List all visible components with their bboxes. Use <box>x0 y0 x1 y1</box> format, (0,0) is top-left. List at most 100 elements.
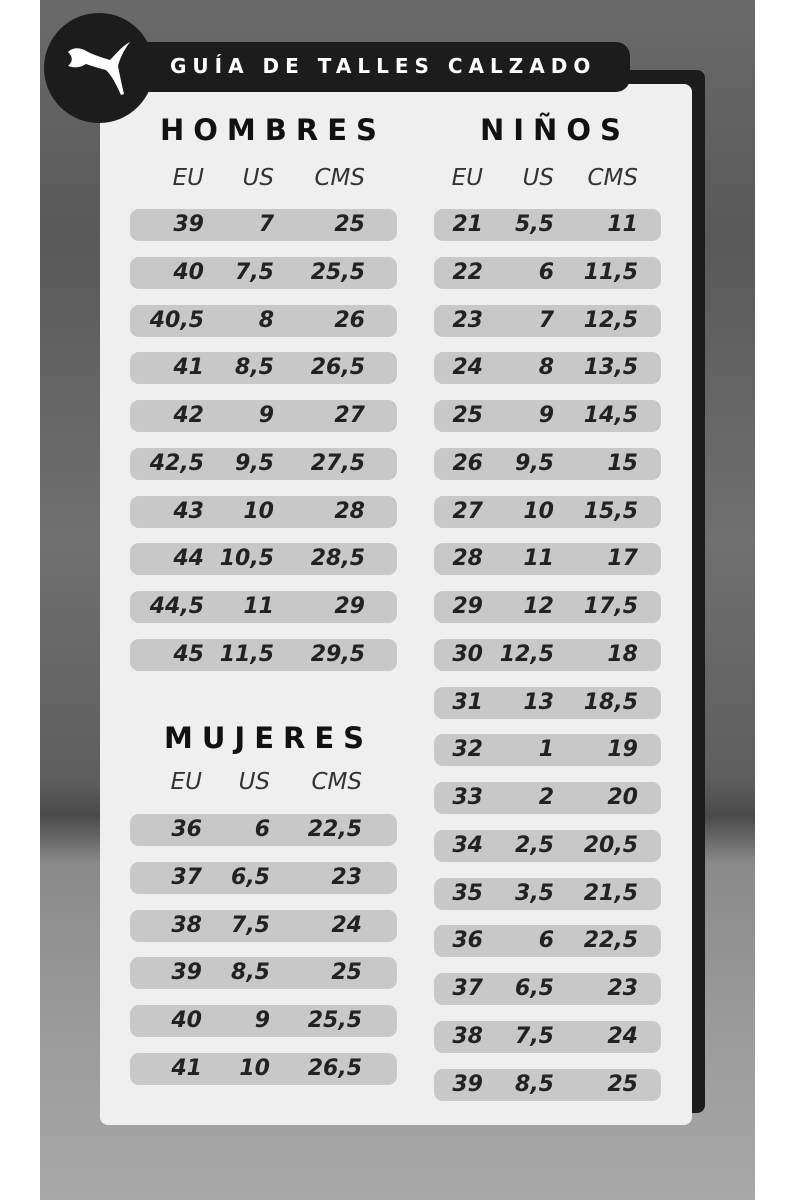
size-us: 7,5 <box>515 1023 554 1049</box>
size-eu: 40 <box>171 1008 202 1033</box>
size-us: 11 <box>523 546 554 572</box>
size-us: 8 <box>258 307 274 333</box>
size-cms: 11 <box>607 212 638 237</box>
size-eu: 39 <box>171 960 202 986</box>
size-eu: 42,5 <box>149 450 204 476</box>
size-cms: 17 <box>607 546 638 572</box>
size-cms: 25 <box>331 960 362 986</box>
size-eu: 31 <box>452 689 483 715</box>
size-eu: 44,5 <box>149 594 204 619</box>
size-cms: 21,5 <box>583 880 638 906</box>
size-cms: 25,5 <box>307 1008 362 1033</box>
size-cms: 25 <box>334 212 365 237</box>
size-us: 5,5 <box>515 212 554 237</box>
size-row-hombres: 42,5 9,5 27,5 <box>130 447 397 480</box>
column-header-us: US <box>238 769 270 795</box>
size-us: 13 <box>523 689 554 715</box>
size-row-mujeres: 36 6 22,5 <box>130 814 397 846</box>
size-row-mujeres: 38 7,5 24 <box>130 909 397 942</box>
size-eu: 40 <box>173 259 204 285</box>
size-eu: 38 <box>171 912 202 938</box>
size-us: 1 <box>538 737 554 763</box>
size-eu: 27 <box>452 498 483 524</box>
size-us: 6 <box>254 817 270 842</box>
size-eu: 22 <box>452 259 483 285</box>
size-row-ninos: 24 8 13,5 <box>434 352 661 385</box>
size-row-ninos: 22 6 11,5 <box>434 256 661 289</box>
size-cms: 28 <box>334 498 365 524</box>
size-row-mujeres: 41 10 26,5 <box>130 1052 397 1085</box>
size-us: 10 <box>239 1055 270 1081</box>
size-row-ninos: 31 13 18,5 <box>434 686 661 719</box>
size-eu: 36 <box>171 817 202 842</box>
size-row-ninos: 21 5,5 11 <box>434 209 661 241</box>
size-us: 6 <box>538 259 554 285</box>
column-header-eu: EU <box>170 769 202 795</box>
size-cms: 20 <box>607 785 638 810</box>
size-us: 6,5 <box>515 976 554 1001</box>
size-row-ninos: 27 10 15,5 <box>434 495 661 528</box>
column-header-cms: CMS <box>314 165 365 191</box>
section-title-ninos: NIÑOS <box>480 113 630 147</box>
size-eu: 42 <box>173 403 204 428</box>
size-us: 8,5 <box>235 355 274 381</box>
size-row-ninos: 23 7 12,5 <box>434 304 661 337</box>
size-row-ninos: 35 3,5 21,5 <box>434 877 661 910</box>
size-row-ninos: 34 2,5 20,5 <box>434 829 661 862</box>
size-eu: 23 <box>452 307 483 333</box>
size-eu: 30 <box>452 641 483 667</box>
size-us: 7 <box>258 212 274 237</box>
column-header-us: US <box>522 165 554 191</box>
size-us: 7,5 <box>231 912 270 938</box>
size-row-ninos: 39 8,5 25 <box>434 1068 661 1101</box>
size-eu: 34 <box>452 832 483 858</box>
size-us: 8,5 <box>515 1071 554 1097</box>
size-cms: 29 <box>334 594 365 619</box>
size-us: 8 <box>538 355 554 381</box>
size-row-hombres: 45 11,5 29,5 <box>130 638 397 671</box>
size-us: 2 <box>538 785 554 810</box>
size-cms: 18,5 <box>583 689 638 715</box>
size-us: 9 <box>258 403 274 428</box>
size-eu: 45 <box>173 641 204 667</box>
column-header-cms: CMS <box>587 165 638 191</box>
size-cms: 24 <box>331 912 362 938</box>
size-eu: 41 <box>173 355 204 381</box>
size-row-ninos: 26 9,5 15 <box>434 447 661 480</box>
size-row-ninos: 36 6 22,5 <box>434 925 661 958</box>
size-eu: 33 <box>452 785 483 810</box>
size-cms: 20,5 <box>583 832 638 858</box>
size-us: 6,5 <box>231 864 270 890</box>
size-cms: 18 <box>607 641 638 667</box>
size-cms: 11,5 <box>583 259 638 285</box>
header-bar <box>95 42 630 92</box>
size-eu: 35 <box>452 880 483 906</box>
size-row-ninos: 37 6,5 23 <box>434 973 661 1005</box>
size-eu: 44 <box>173 546 204 572</box>
size-eu: 21 <box>452 212 483 237</box>
size-cms: 17,5 <box>583 594 638 619</box>
size-cms: 23 <box>331 864 362 890</box>
size-row-hombres: 44,5 11 29 <box>130 591 397 623</box>
size-row-mujeres: 39 8,5 25 <box>130 957 397 990</box>
size-cms: 15 <box>607 450 638 476</box>
size-cms: 28,5 <box>310 546 365 572</box>
size-eu: 41 <box>171 1055 202 1081</box>
size-row-ninos: 32 1 19 <box>434 734 661 767</box>
size-us: 12,5 <box>499 641 554 667</box>
size-us: 11 <box>243 594 274 619</box>
size-row-ninos: 25 9 14,5 <box>434 400 661 432</box>
size-cms: 25,5 <box>310 259 365 285</box>
size-cms: 27 <box>334 403 365 428</box>
size-cms: 23 <box>607 976 638 1001</box>
size-cms: 29,5 <box>310 641 365 667</box>
size-eu: 43 <box>173 498 204 524</box>
size-eu: 39 <box>173 212 204 237</box>
size-row-ninos: 30 12,5 18 <box>434 638 661 671</box>
size-row-hombres: 40 7,5 25,5 <box>130 256 397 289</box>
size-cms: 25 <box>607 1071 638 1097</box>
size-us: 3,5 <box>515 880 554 906</box>
size-us: 10 <box>243 498 274 524</box>
size-us: 9,5 <box>235 450 274 476</box>
size-cms: 26 <box>334 307 365 333</box>
